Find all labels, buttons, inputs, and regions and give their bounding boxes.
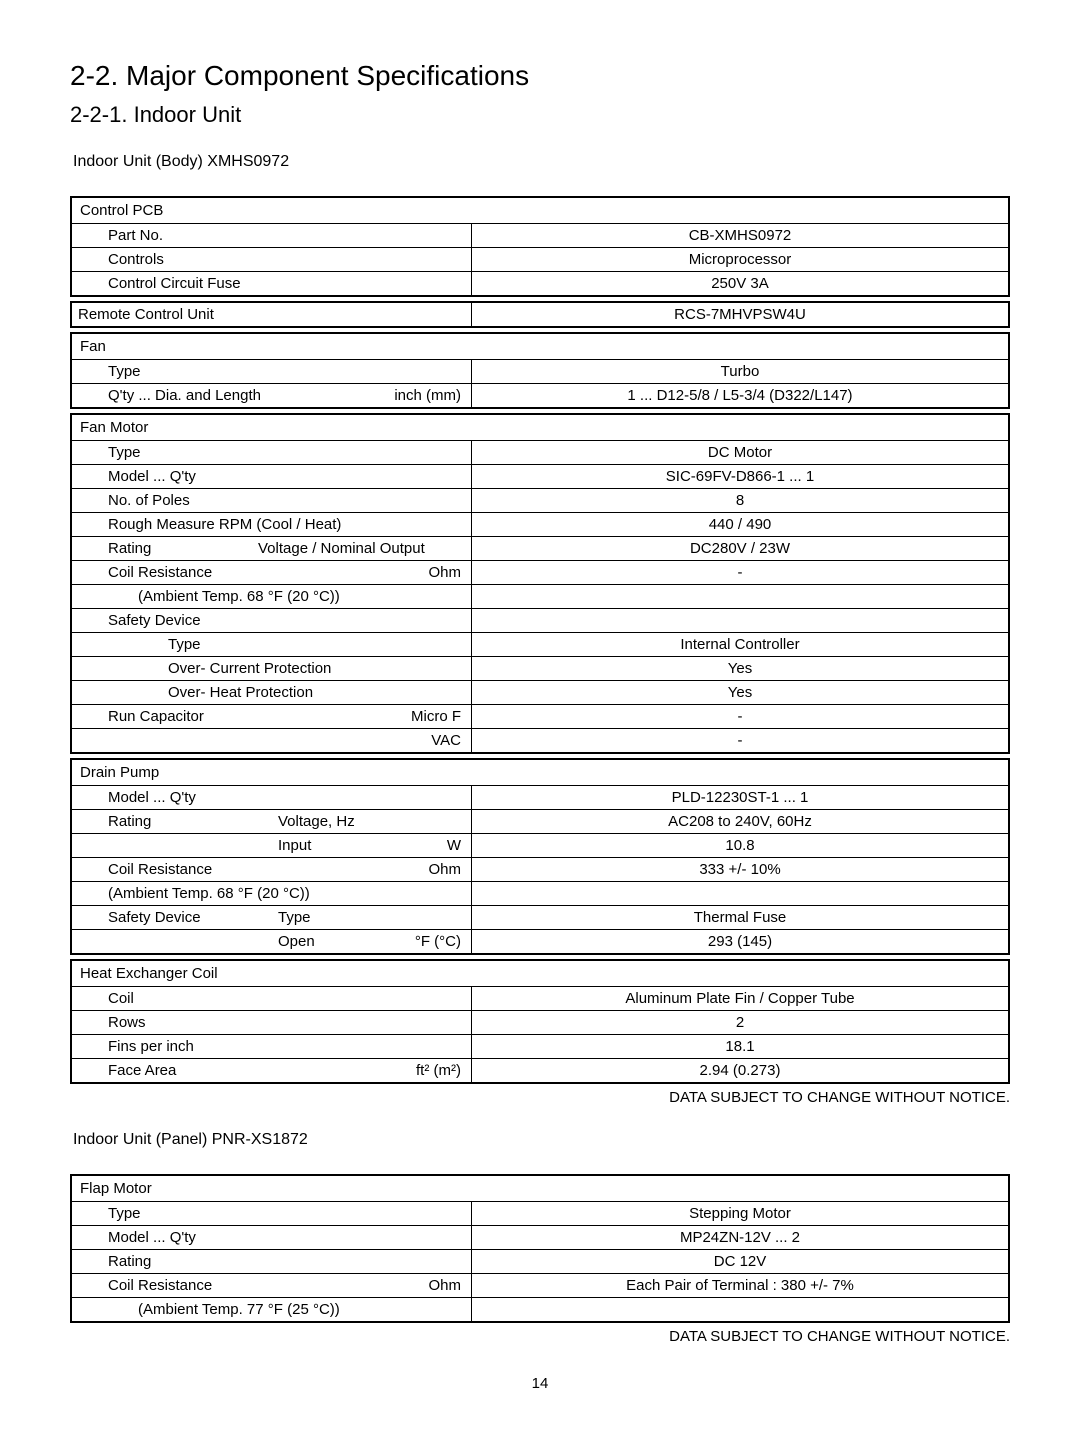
fm-rpm-label: Rough Measure RPM (Cool / Heat) [102,513,472,536]
dp-model-label: Model ... Q'ty [102,786,472,809]
body-title: Indoor Unit (Body) XMHS0972 [73,153,1010,171]
fan-type-label: Type [102,360,472,383]
fm-model-value: SIC-69FV-D866-1 ... 1 [472,465,1008,488]
fm-ocp-value: Yes [472,657,1008,680]
dp-safety-label: Safety Device [102,906,272,929]
flap-rating-value: DC 12V [472,1250,1008,1273]
fm-safety-type-label: Type [162,633,472,656]
fm-runcap-label: Run Capacitor Micro F [102,705,472,728]
fan-header: Fan [72,334,1008,360]
fm-coil-value: - [472,561,1008,584]
flap-type-value: Stepping Motor [472,1202,1008,1225]
dp-open-value: 293 (145) [472,930,1008,953]
page-subheading: 2-2-1. Indoor Unit [70,102,1010,128]
flap-coil-label: Coil Resistance Ohm [102,1274,472,1297]
drain-header: Drain Pump [72,760,1008,786]
hex-coil-value: Aluminum Plate Fin / Copper Tube [472,987,1008,1010]
dp-open-label: Open °F (°C) [272,930,472,953]
fm-rpm-value: 440 / 490 [472,513,1008,536]
dp-volt-label: Voltage, Hz [272,810,472,833]
controls-value: Microprocessor [472,248,1008,271]
dp-safety-type-label: Type [272,906,472,929]
flap-header: Flap Motor [72,1176,1008,1202]
fm-runcap-u2: VAC [102,729,472,752]
flap-model-label: Model ... Q'ty [102,1226,472,1249]
fuse-value: 250V 3A [472,272,1008,295]
fm-runcap-v2: - [472,729,1008,752]
dp-volt-value: AC208 to 240V, 60Hz [472,810,1008,833]
fm-ohp-label: Over- Heat Protection [162,681,472,704]
remote-block: Remote Control Unit RCS-7MHVPSW4U [70,301,1010,328]
fan-motor-header: Fan Motor [72,415,1008,441]
dp-coil-note: (Ambient Temp. 68 °F (20 °C)) [102,882,472,905]
fm-rating-sub: Voltage / Nominal Output [252,537,472,560]
dp-input-label: Input W [272,834,472,857]
fan-motor-block: Fan Motor Type DC Motor Model ... Q'ty S… [70,413,1010,754]
hex-fpi-value: 18.1 [472,1035,1008,1058]
hex-rows-label: Rows [102,1011,472,1034]
flap-type-label: Type [102,1202,472,1225]
notice-2: DATA SUBJECT TO CHANGE WITHOUT NOTICE. [70,1328,1010,1345]
dp-coil-value: 333 +/- 10% [472,858,1008,881]
fm-ocp-label: Over- Current Protection [162,657,472,680]
remote-value: RCS-7MHVPSW4U [472,303,1008,326]
fan-block: Fan Type Turbo Q'ty ... Dia. and Length … [70,332,1010,409]
fm-rating-label: Rating [102,537,252,560]
page-heading: 2-2. Major Component Specifications [70,60,1010,92]
fm-coil-note: (Ambient Temp. 68 °F (20 °C)) [132,585,472,608]
dp-coil-label: Coil Resistance Ohm [102,858,472,881]
fm-coil-label: Coil Resistance Ohm [102,561,472,584]
fm-type-label: Type [102,441,472,464]
panel-title: Indoor Unit (Panel) PNR-XS1872 [73,1131,1010,1149]
dp-rating-label: Rating [102,810,272,833]
flap-motor-block: Flap Motor Type Stepping Motor Model ...… [70,1174,1010,1323]
drain-pump-block: Drain Pump Model ... Q'ty PLD-12230ST-1 … [70,758,1010,955]
control-pcb-block: Control PCB Part No. CB-XMHS0972 Control… [70,196,1010,297]
flap-model-value: MP24ZN-12V ... 2 [472,1226,1008,1249]
fm-safety-label: Safety Device [102,609,472,632]
hex-fpi-label: Fins per inch [102,1035,472,1058]
notice-1: DATA SUBJECT TO CHANGE WITHOUT NOTICE. [70,1089,1010,1106]
part-no-label: Part No. [102,224,472,247]
flap-coil-note: (Ambient Temp. 77 °F (25 °C)) [132,1298,472,1321]
dp-model-value: PLD-12230ST-1 ... 1 [472,786,1008,809]
fm-safety-type-value: Internal Controller [472,633,1008,656]
flap-rating-label: Rating [102,1250,472,1273]
fm-type-value: DC Motor [472,441,1008,464]
hex-face-label: Face Area ft² (m²) [102,1059,472,1082]
fan-qty-value: 1 ... D12-5/8 / L5-3/4 (D322/L147) [472,384,1008,407]
controls-label: Controls [102,248,472,271]
hex-rows-value: 2 [472,1011,1008,1034]
control-pcb-header: Control PCB [72,198,1008,224]
fan-type-value: Turbo [472,360,1008,383]
fm-poles-value: 8 [472,489,1008,512]
hex-coil-label: Coil [102,987,472,1010]
fuse-label: Control Circuit Fuse [102,272,472,295]
part-no-value: CB-XMHS0972 [472,224,1008,247]
hex-face-value: 2.94 (0.273) [472,1059,1008,1082]
hex-block: Heat Exchanger Coil Coil Aluminum Plate … [70,959,1010,1084]
fm-rating-value: DC280V / 23W [472,537,1008,560]
dp-input-value: 10.8 [472,834,1008,857]
fm-runcap-v1: - [472,705,1008,728]
fm-poles-label: No. of Poles [102,489,472,512]
dp-safety-type-value: Thermal Fuse [472,906,1008,929]
flap-coil-value: Each Pair of Terminal : 380 +/- 7% [472,1274,1008,1297]
hex-header: Heat Exchanger Coil [72,961,1008,987]
fan-qty-label: Q'ty ... Dia. and Length inch (mm) [102,384,472,407]
remote-label: Remote Control Unit [72,303,472,326]
fm-model-label: Model ... Q'ty [102,465,472,488]
fm-ohp-value: Yes [472,681,1008,704]
page-number: 14 [70,1375,1010,1392]
